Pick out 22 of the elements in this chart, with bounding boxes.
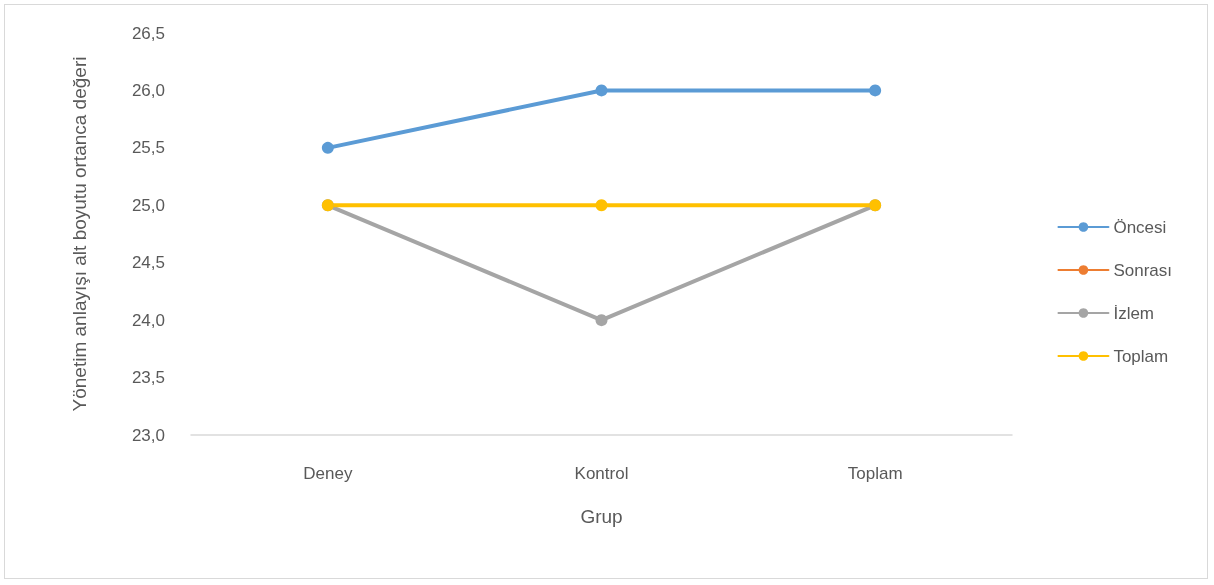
x-tick-label: Deney <box>303 464 353 483</box>
legend-label: Sonrası <box>1113 260 1173 280</box>
legend-label: Toplam <box>1113 346 1169 366</box>
point <box>321 141 334 154</box>
y-axis-title: Yönetim anlayışı alt boyutu ortanca değeri <box>68 56 90 412</box>
y-tick-label: 23,5 <box>131 368 165 388</box>
x-tick-label: Toplam <box>847 464 903 483</box>
legend-label: Öncesi <box>1113 217 1167 237</box>
point <box>595 314 608 327</box>
y-tick-label: 24,5 <box>131 253 165 273</box>
y-tick-label: 25,0 <box>131 195 165 215</box>
y-tick-label: 26,5 <box>131 23 165 43</box>
point <box>595 199 608 212</box>
y-tick-label: 25,5 <box>131 138 165 158</box>
y-tick-label: 24,0 <box>131 310 165 330</box>
legend-label: İzlem <box>1113 303 1155 323</box>
point <box>869 84 882 97</box>
x-tick-label: Kontrol <box>574 464 629 483</box>
x-axis-title: Grup <box>580 506 623 527</box>
point <box>595 84 608 97</box>
y-tick-label: 23,0 <box>131 425 165 445</box>
y-tick-label: 26,0 <box>131 80 165 100</box>
